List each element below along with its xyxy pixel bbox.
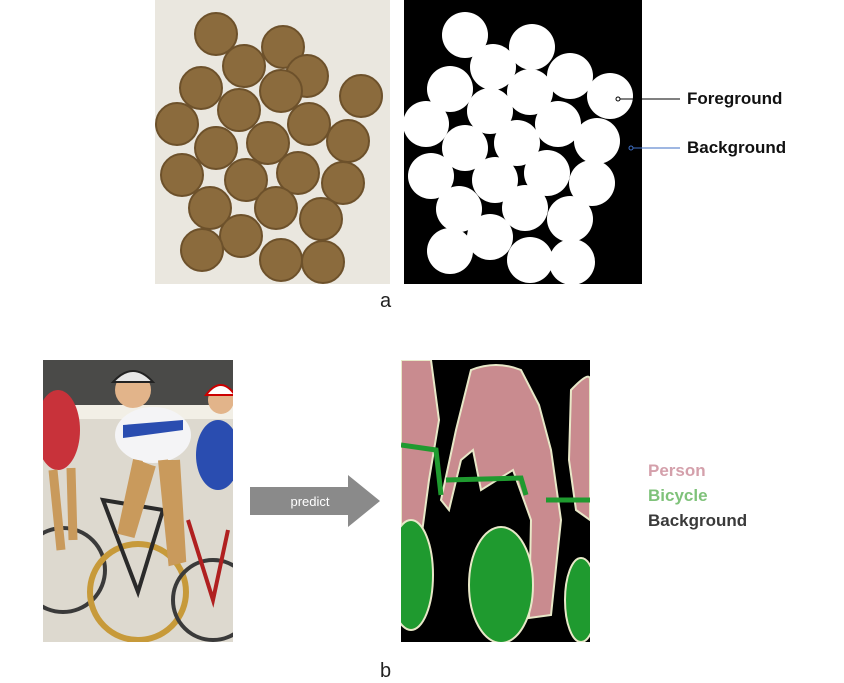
legend-background: Background [648,511,748,530]
photo-rider-legs [117,458,187,567]
coin [179,66,223,110]
coin [194,126,238,170]
coin [180,228,224,272]
coin [160,153,204,197]
seg-bicycle [468,526,534,642]
seg-bicycle [564,557,590,642]
seg-bicycle [401,519,434,631]
coin [246,121,290,165]
coin [261,25,305,69]
coin [259,69,303,113]
foreground-label: Foreground [687,89,783,108]
mask-blob [442,125,488,171]
mask-blob [442,12,488,58]
photo-rider-torso [196,420,233,490]
coin [188,186,232,230]
coin [299,197,343,241]
mask-blob [507,237,553,283]
coin [219,214,263,258]
coin [155,102,199,146]
mask-blob [535,101,581,147]
legend-bicycle: Bicycle [648,486,708,505]
panel-a: Foreground Background a [0,0,844,320]
coin [321,161,365,205]
mask-blob [547,53,593,99]
coin [339,74,383,118]
coin [301,240,345,284]
photo-wheel [87,541,189,642]
photo-wheel [171,558,233,642]
mask-blob [502,185,548,231]
coin [217,88,261,132]
mask-blob [472,157,518,203]
mask-blob [509,24,555,70]
cyclists-photo [43,360,233,642]
mask-blob [574,118,620,164]
mask-blob [494,120,540,166]
mask-blob [467,88,513,134]
mask-blob [547,196,593,242]
mask-blob [549,239,595,284]
mask-blob [524,150,570,196]
photo-rider-helmet [110,370,156,383]
coin [287,102,331,146]
coins-mask [404,0,642,284]
mask-blob [467,214,513,260]
segmentation-map [401,360,590,642]
pointer-lines [615,96,680,151]
panel-b: predict Person Bicycle Background b [0,340,844,682]
seg-person [439,364,563,620]
foreground-pointer-dot [615,96,621,102]
photo-rider-helmet [203,384,233,396]
photo-rider-legs [48,467,78,551]
mask-blob [427,66,473,112]
mask-blob [404,101,449,147]
coin [222,44,266,88]
mask-blob [470,44,516,90]
predict-arrow-shape [250,475,380,527]
mask-blob [507,69,553,115]
coins-group [155,12,383,284]
seg-bicycle-handlebar [401,442,444,496]
background-pointer-dot [628,145,634,151]
mask-blob [408,153,454,199]
seg-bicycle-handlebar [445,475,529,496]
coin [326,119,370,163]
mask-blob [436,186,482,232]
panel-a-letter: a [380,290,392,312]
mask-foreground-group [404,12,633,284]
coin [224,158,268,202]
photo-rider-stripes [123,420,183,438]
coin [259,238,303,282]
panel-b-letter: b [380,660,392,682]
segmentation-legend: Person Bicycle Background [648,458,747,533]
mask-blob [587,73,633,119]
legend-person: Person [648,461,706,480]
predict-arrow: predict [250,475,380,527]
photo-frame [186,519,230,608]
coin [276,151,320,195]
coin [194,12,238,56]
background-label: Background [687,138,787,157]
coin [254,186,298,230]
seg-person [567,375,590,522]
coins-photo [155,0,390,284]
mask-blob [427,228,473,274]
mask-blob [569,160,615,206]
photo-rider-torso [43,390,80,470]
predict-arrow-label: predict [290,494,329,509]
